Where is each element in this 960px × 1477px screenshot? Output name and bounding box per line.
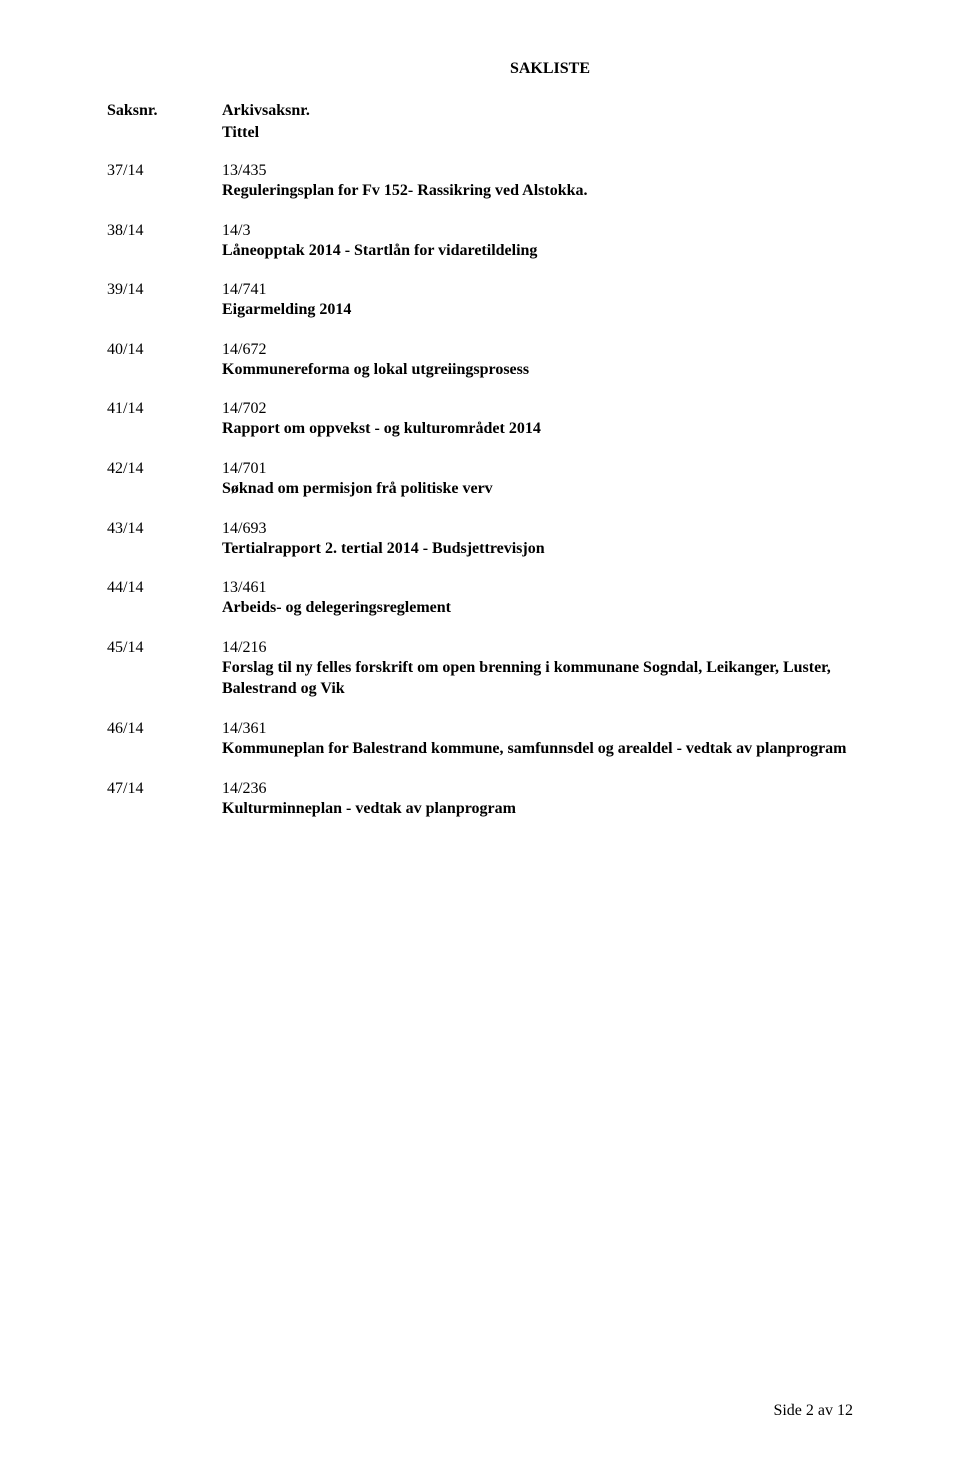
entry-title: Låneopptak 2014 - Startlån for vidaretil… — [107, 240, 853, 262]
header-arkivsaksnr: Arkivsaksnr. — [222, 102, 310, 120]
entry-saksnr: 44/14 — [107, 579, 222, 597]
entry-title: Arbeids- og delegeringsreglement — [107, 597, 853, 619]
entry-title: Tertialrapport 2. tertial 2014 - Budsjet… — [107, 538, 853, 560]
entry: 39/1414/741Eigarmelding 2014 — [107, 281, 853, 321]
entry-number-row: 41/1414/702 — [107, 400, 853, 418]
header-tittel: Tittel — [107, 124, 853, 142]
entry-saksnr: 38/14 — [107, 222, 222, 240]
entry-number-row: 43/1414/693 — [107, 520, 853, 538]
page-footer: Side 2 av 12 — [773, 1402, 853, 1420]
header-saksnr: Saksnr. — [107, 102, 222, 120]
entry-saksnr: 43/14 — [107, 520, 222, 538]
entry-title: Søknad om permisjon frå politiske verv — [107, 478, 853, 500]
entry: 45/1414/216Forslag til ny felles forskri… — [107, 639, 853, 700]
entry: 47/1414/236Kulturminneplan - vedtak av p… — [107, 780, 853, 820]
entry-title: Kulturminneplan - vedtak av planprogram — [107, 798, 853, 820]
entry-title: Forslag til ny felles forskrift om open … — [107, 657, 853, 700]
entry: 40/1414/672Kommunereforma og lokal utgre… — [107, 341, 853, 381]
entry-arkiv: 14/741 — [222, 281, 266, 299]
entry-arkiv: 13/435 — [222, 162, 266, 180]
entry-number-row: 37/1413/435 — [107, 162, 853, 180]
entry-arkiv: 14/361 — [222, 720, 266, 738]
entry-title: Kommuneplan for Balestrand kommune, samf… — [107, 738, 853, 760]
entry-saksnr: 45/14 — [107, 639, 222, 657]
entry-saksnr: 37/14 — [107, 162, 222, 180]
entry-number-row: 45/1414/216 — [107, 639, 853, 657]
entry-arkiv: 14/236 — [222, 780, 266, 798]
entry-number-row: 47/1414/236 — [107, 780, 853, 798]
entry-title: Reguleringsplan for Fv 152- Rassikring v… — [107, 180, 853, 202]
entry-saksnr: 46/14 — [107, 720, 222, 738]
entry: 44/1413/461Arbeids- og delegeringsreglem… — [107, 579, 853, 619]
entry-arkiv: 14/3 — [222, 222, 250, 240]
entry-arkiv: 13/461 — [222, 579, 266, 597]
entry-number-row: 39/1414/741 — [107, 281, 853, 299]
entry-title: Rapport om oppvekst - og kulturområdet 2… — [107, 418, 853, 440]
entry: 42/1414/701Søknad om permisjon frå polit… — [107, 460, 853, 500]
entry: 37/1413/435Reguleringsplan for Fv 152- R… — [107, 162, 853, 202]
entry: 46/1414/361Kommuneplan for Balestrand ko… — [107, 720, 853, 760]
entries-list: 37/1413/435Reguleringsplan for Fv 152- R… — [107, 162, 853, 819]
entry-number-row: 44/1413/461 — [107, 579, 853, 597]
entry-number-row: 40/1414/672 — [107, 341, 853, 359]
entry-arkiv: 14/693 — [222, 520, 266, 538]
entry-arkiv: 14/216 — [222, 639, 266, 657]
entry-number-row: 46/1414/361 — [107, 720, 853, 738]
entry-arkiv: 14/702 — [222, 400, 266, 418]
entry-saksnr: 40/14 — [107, 341, 222, 359]
entry-saksnr: 42/14 — [107, 460, 222, 478]
entry-title: Eigarmelding 2014 — [107, 299, 853, 321]
entry: 43/1414/693Tertialrapport 2. tertial 201… — [107, 520, 853, 560]
entry-title: Kommunereforma og lokal utgreiingsproses… — [107, 359, 853, 381]
sakliste-title: SAKLISTE — [247, 60, 853, 78]
header-row: Saksnr. Arkivsaksnr. — [107, 102, 853, 120]
entry-number-row: 38/1414/3 — [107, 222, 853, 240]
entry-saksnr: 41/14 — [107, 400, 222, 418]
entry-number-row: 42/1414/701 — [107, 460, 853, 478]
entry-arkiv: 14/701 — [222, 460, 266, 478]
entry-saksnr: 39/14 — [107, 281, 222, 299]
entry: 41/1414/702Rapport om oppvekst - og kult… — [107, 400, 853, 440]
entry-saksnr: 47/14 — [107, 780, 222, 798]
entry: 38/1414/3Låneopptak 2014 - Startlån for … — [107, 222, 853, 262]
entry-arkiv: 14/672 — [222, 341, 266, 359]
